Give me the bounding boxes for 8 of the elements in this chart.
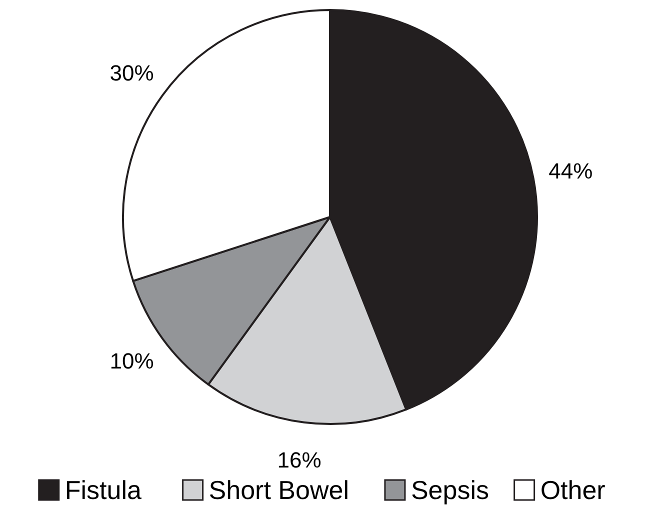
legend-label: Fistula	[64, 475, 142, 505]
legend-label: Other	[540, 475, 606, 505]
data-label: 16%	[277, 448, 322, 473]
data-label: 44%	[548, 158, 593, 184]
data-label: 30%	[110, 60, 154, 86]
data-label: 10%	[110, 348, 154, 374]
legend-label: Short Bowel	[208, 475, 349, 505]
legend-label: Sepsis	[410, 475, 490, 505]
